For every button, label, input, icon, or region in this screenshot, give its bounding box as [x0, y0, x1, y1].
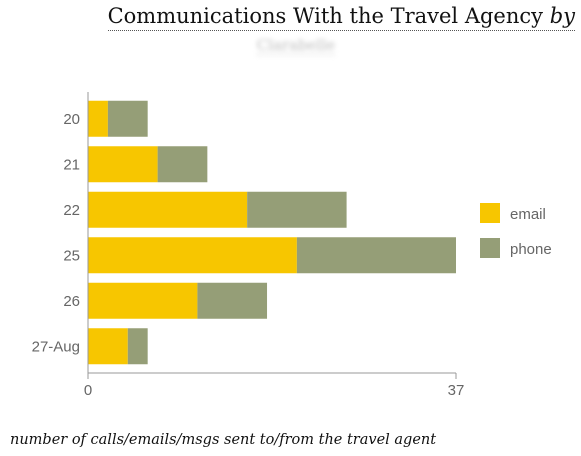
legend-swatch-email [480, 203, 500, 223]
bar-email-21 [88, 146, 158, 183]
bar-email-20 [88, 100, 108, 137]
bar-phone-20 [107, 100, 148, 137]
legend-label-email: email [510, 206, 546, 223]
x-tick-label: 37 [448, 382, 465, 399]
y-tick-label: 26 [63, 293, 80, 310]
y-tick-label: 25 [63, 247, 80, 264]
title-author: Clarabelle [256, 36, 335, 55]
bar-phone-21 [157, 146, 208, 183]
y-tick-label: 22 [63, 202, 80, 219]
x-tick-label: 0 [84, 382, 92, 399]
bar-phone-27-Aug [127, 328, 148, 365]
bar-email-25 [88, 237, 297, 274]
bar-phone-25 [296, 237, 456, 274]
bar-email-26 [88, 282, 198, 319]
legend-swatch-phone [480, 238, 500, 258]
legend-label-phone: phone [510, 241, 552, 258]
chart-title: Communications With the Travel Agency by… [0, 4, 581, 55]
bar-phone-22 [247, 191, 347, 228]
y-tick-label: 20 [63, 111, 80, 128]
bar-phone-26 [197, 282, 268, 319]
chart-footer: number of calls/emails/msgs sent to/from… [10, 432, 437, 448]
y-tick-label: 21 [63, 156, 80, 173]
bar-email-27-Aug [88, 328, 128, 365]
title-main: Communications With the Travel Agency by [107, 4, 575, 31]
title-by: by [549, 4, 575, 28]
bar-email-22 [88, 191, 248, 228]
y-tick-label: 27-Aug [32, 338, 80, 355]
